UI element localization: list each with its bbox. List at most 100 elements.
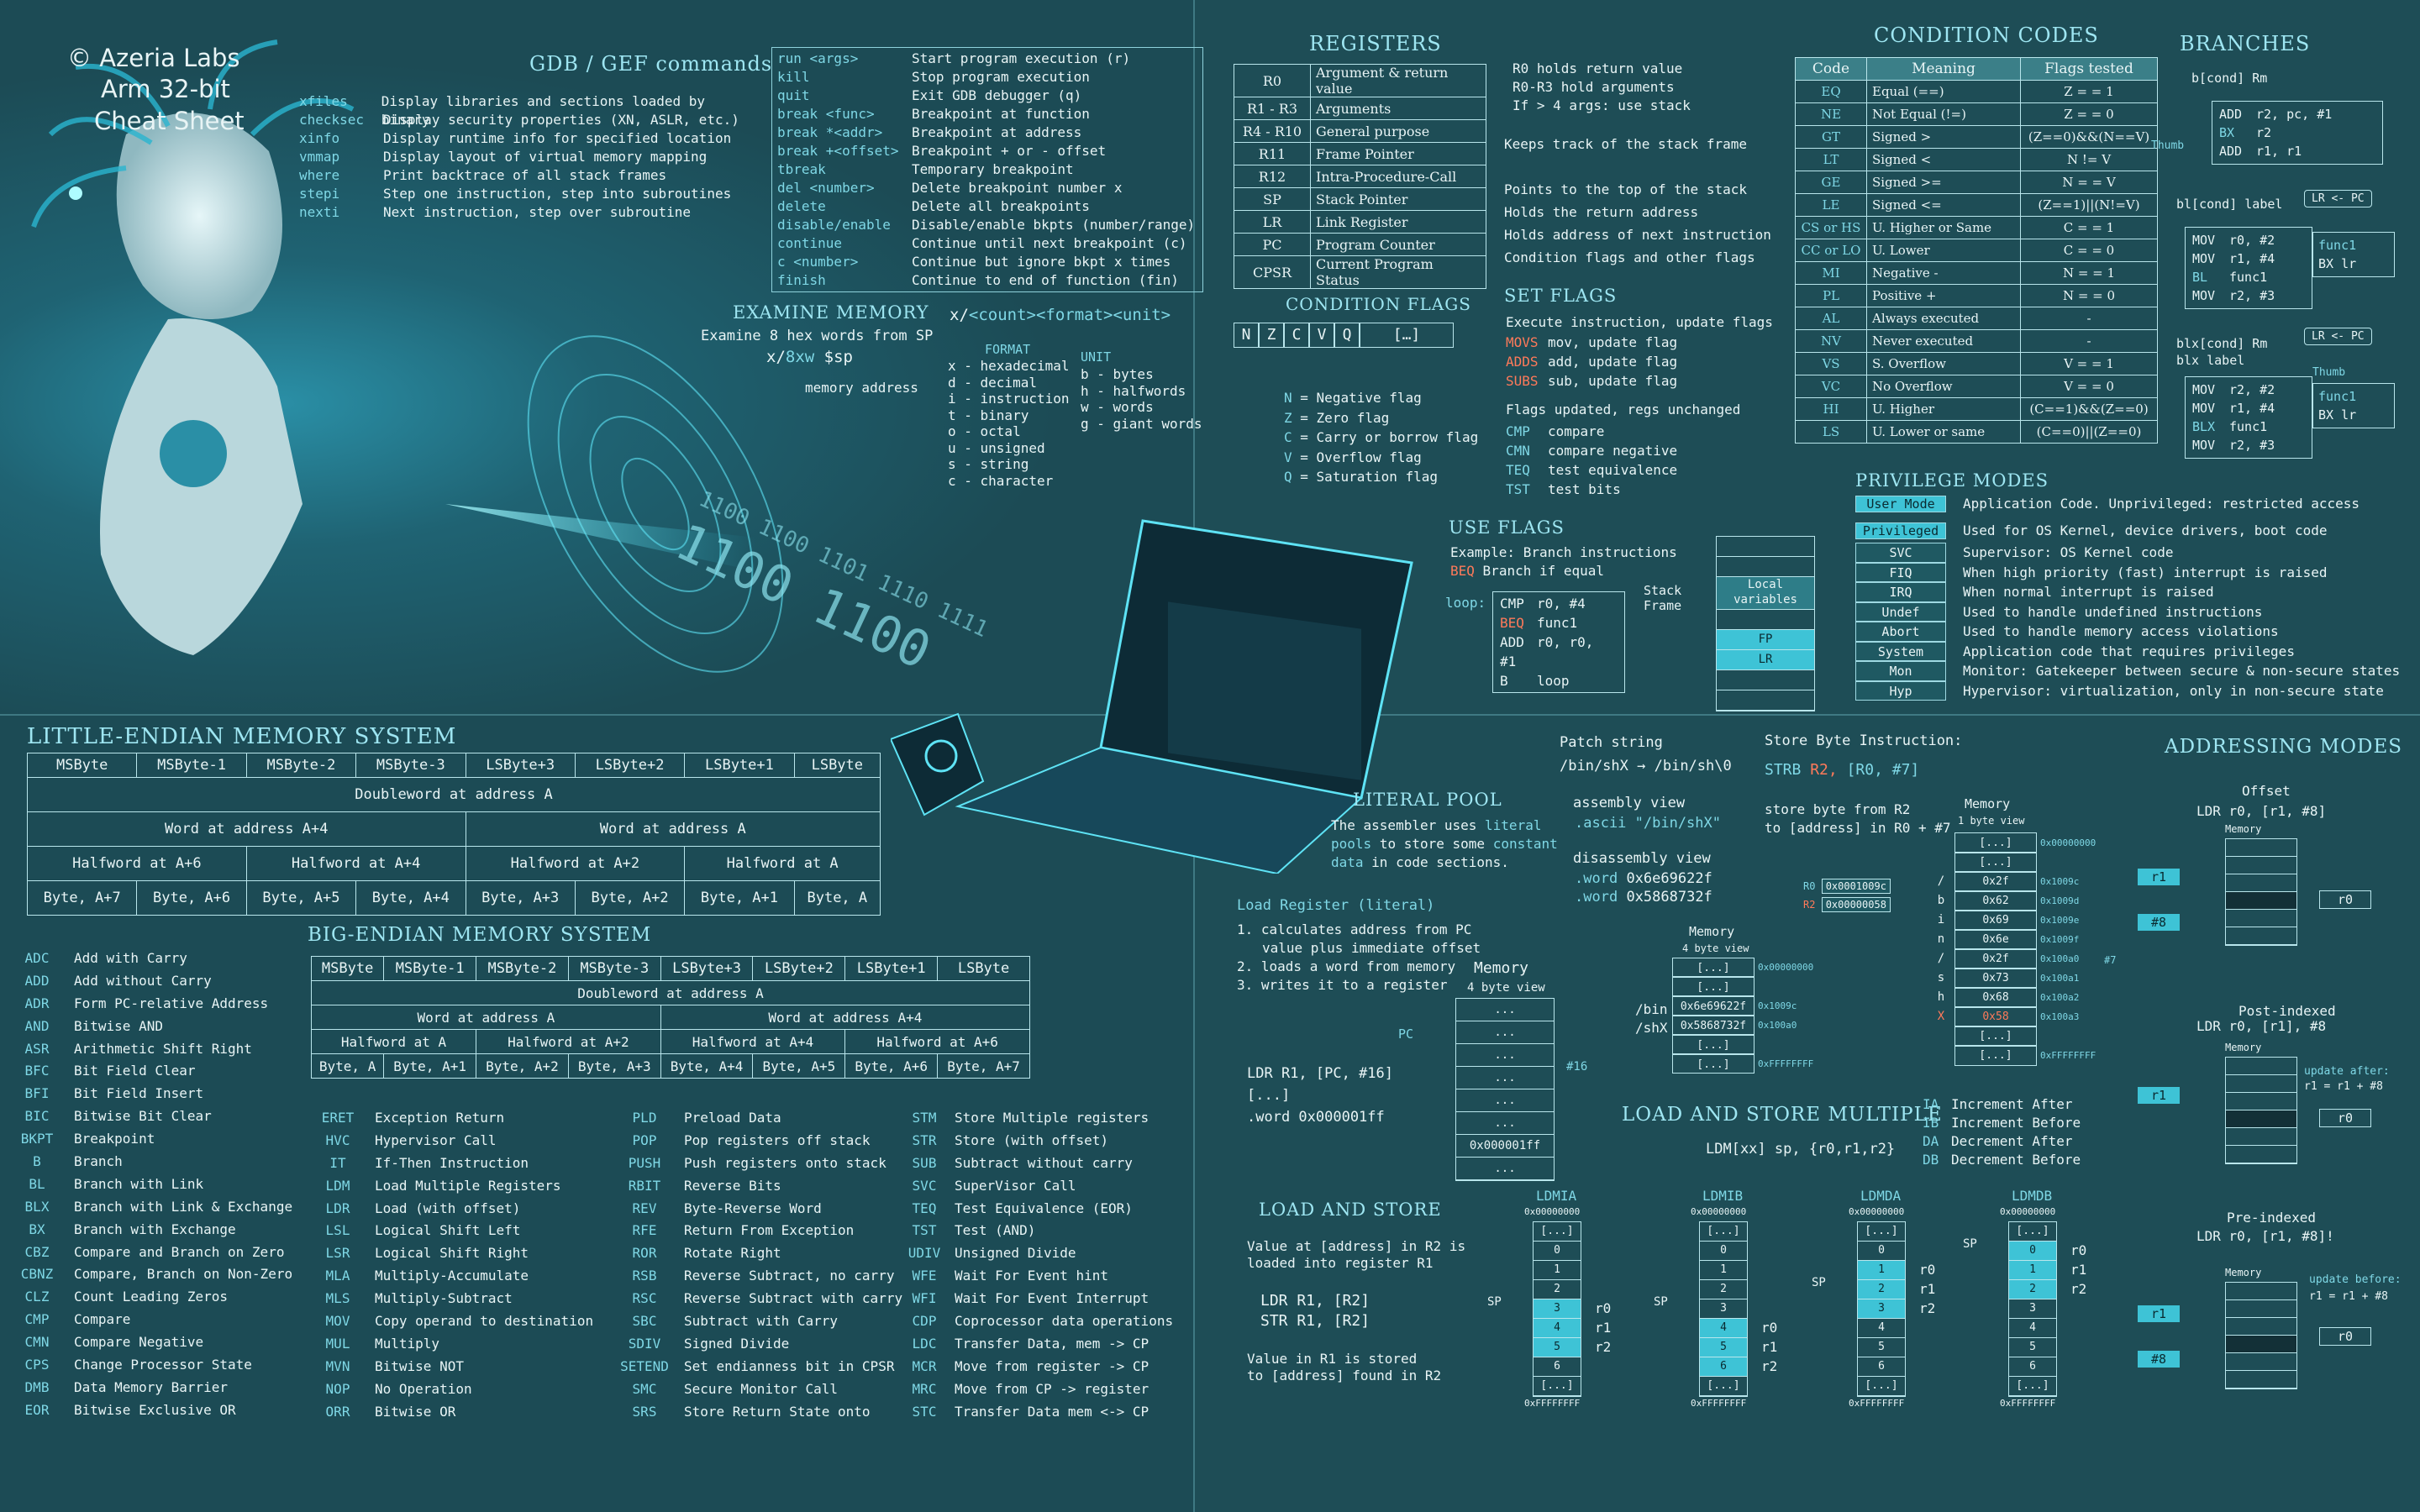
instruction-row: NOP No Operation — [314, 1378, 610, 1401]
instruction-row: LSL Logical Shift Left — [314, 1220, 610, 1242]
loop-args: loop — [1537, 673, 1570, 689]
memory-label: Memory — [1474, 959, 1529, 977]
register-name: R12 — [1234, 165, 1311, 188]
instruction-row: BLX Branch with Link & Exchange — [13, 1196, 309, 1219]
gdb-command: finish — [777, 272, 826, 288]
post-indexed-label: Post-indexed — [2238, 1003, 2336, 1019]
ldr-step: value plus immediate offset — [1262, 940, 1481, 956]
ldm-cell: [...] — [2009, 1222, 2056, 1242]
gdb-command-desc: Exit GDB debugger (q) — [912, 87, 1082, 103]
instruction-desc: Reverse Bits — [684, 1177, 781, 1194]
instruction-desc: Return From Exception — [684, 1222, 855, 1239]
halfword-cell: Halfword at A — [310, 1029, 477, 1054]
instruction-desc: Count Leading Zeros — [74, 1289, 229, 1305]
register-name: CPSR — [1234, 255, 1311, 289]
instruction-row: BFC Bit Field Clear — [13, 1060, 309, 1083]
gdb-command-desc: Display security properties (XN, ASLR, e… — [383, 112, 739, 128]
sb-cell: 0x73 — [1954, 968, 2037, 989]
instruction-mnemonic: MRC — [912, 1380, 937, 1397]
instruction-row: MVN Bitwise NOT — [314, 1356, 610, 1378]
byte-header-row: MSByte MSByte-1 MSByte-2 MSByte-3 LSByte+3 LS… — [310, 956, 1030, 981]
ldm-cell: 6 — [1858, 1357, 1905, 1377]
privilege-row: Abort Used to handle memory access violat… — [1855, 622, 2400, 642]
memory-label-3: Memory — [1965, 796, 2011, 811]
instruction-row: BIC Bitwise Bit Clear — [13, 1105, 309, 1128]
instruction-mnemonic: PLD — [632, 1110, 657, 1126]
offset-16: #16 — [1566, 1060, 1588, 1074]
instruction-desc: Multiply-Subtract — [375, 1290, 513, 1307]
addr-memory-cell — [2226, 1058, 2296, 1075]
ldm-sp: SP — [1812, 1276, 1826, 1289]
addr-memory-cell — [2226, 874, 2296, 892]
gdb-cmd-row: continue Continue until next breakpoint (… — [777, 234, 1197, 253]
ldm-mode-row: DB Decrement Before — [1923, 1151, 2081, 1169]
instruction-row: TST Test (AND) — [908, 1220, 1198, 1242]
compare-list: CMP compare CMN compare negative TEQ test equ… — [1506, 422, 1677, 499]
user-mode-desc: Application Code. Unprivileged: restrict… — [1963, 496, 2360, 512]
gdb-command-desc: Next instruction, step over subroutine — [383, 204, 692, 220]
cc-flags: C = = 0 — [2020, 239, 2158, 262]
flag-letter: Z — [1284, 409, 1292, 426]
gdb-command: disable/enable — [777, 217, 891, 233]
memory-address-note: memory address — [805, 380, 918, 396]
byte-header: LSByte+1 — [844, 956, 939, 981]
unit-item: b - bytes — [1081, 366, 1154, 382]
branch-code-line: MOV r1, #4 — [2192, 399, 2305, 417]
gdb-command-desc: Display runtime info for specified locat… — [383, 130, 732, 146]
instruction-mnemonic: AND — [24, 1017, 50, 1034]
gdb-info-row: stepi Step one instruction, step into sub… — [299, 185, 753, 203]
instruction-mnemonic: MLA — [325, 1268, 350, 1284]
instruction-desc: Copy operand to destination — [375, 1313, 594, 1330]
instruction-desc: No Operation — [375, 1380, 472, 1397]
instruction-desc: Multiply — [375, 1335, 440, 1352]
instruction-mnemonic: NOP — [325, 1380, 350, 1397]
ldm-cell: 6 — [1700, 1357, 1747, 1377]
instruction-row: LDR Load (with offset) — [314, 1198, 610, 1221]
instruction-mnemonic: PUSH — [628, 1154, 661, 1171]
gdb-info-row: xfiles Display libraries and sections loa… — [299, 92, 753, 128]
gdb-command-desc: Continue until next breakpoint (c) — [912, 235, 1187, 251]
instruction-desc: Exception Return — [375, 1110, 505, 1126]
cc-row: AL Always executed - — [1795, 307, 2158, 330]
branch-op: BX — [2219, 125, 2235, 140]
register-note: Condition flags and other flags — [1504, 249, 1755, 265]
instruction-mnemonic: RBIT — [628, 1177, 661, 1194]
instruction-desc: Compare and Branch on Zero — [74, 1243, 285, 1260]
gdb-command: xfiles — [299, 93, 348, 109]
instruction-mnemonic: IT — [329, 1154, 346, 1171]
loop-args: func1 — [1537, 615, 1578, 631]
privilege-mode: Hyp — [1855, 680, 1946, 701]
branch-op: MOV — [2192, 438, 2216, 453]
unit-list: b - bytes h - halfwords w - words g - giant… — [1081, 366, 1202, 432]
ldm-cell: [...] — [1858, 1222, 1905, 1242]
instruction-row: STC Transfer Data mem <-> CP — [908, 1401, 1198, 1424]
branch-op: MOV — [2192, 382, 2216, 397]
gdb-command-desc: Delete all breakpoints — [912, 198, 1090, 214]
condition-codes-table: Code Meaning Flags tested EQ Equal (==) Z = =… — [1795, 57, 2158, 444]
instruction-row: STM Store Multiple registers — [908, 1107, 1198, 1130]
ldm-cell: 6 — [1534, 1357, 1581, 1377]
instruction-desc: Bit Field Clear — [74, 1063, 196, 1079]
ldm-reg: r1 — [1595, 1320, 1612, 1336]
branch-op: BLX — [2192, 419, 2216, 434]
privileged-key: Privileged — [1855, 522, 1946, 539]
instruction-desc: Push registers onto stack — [684, 1154, 886, 1171]
gdb-command-desc: Print backtrace of all stack frames — [383, 167, 667, 183]
flag-item: Z = Zero flag — [1284, 408, 1478, 428]
register-desc: Current Program Status — [1310, 255, 1486, 289]
instruction-row: CMP Compare — [13, 1309, 309, 1331]
branch-op: ADD — [2219, 107, 2243, 122]
instruction-row: DMB Data Memory Barrier — [13, 1377, 309, 1399]
cc-row: CC or LO U. Lower C = = 0 — [1795, 239, 2158, 262]
sb-row: X 0x58 0x100a3 — [1933, 1006, 2096, 1027]
instruction-desc: Branch with Link — [74, 1175, 204, 1192]
instruction-desc: Compare Negative — [74, 1334, 204, 1351]
ldm-mode-row: DA Decrement After — [1923, 1132, 2081, 1151]
format-item: s - string — [948, 456, 1029, 472]
instruction-desc: Bitwise OR — [375, 1403, 456, 1420]
branch-op: MOV — [2192, 288, 2216, 303]
literal-mem2-addr: 0x00000000 — [1758, 962, 1814, 973]
flag-instr-desc: mov, update flag — [1548, 334, 1678, 350]
gdb-command: run <args> — [777, 50, 859, 66]
privilege-mode: FIQ — [1855, 562, 1946, 582]
